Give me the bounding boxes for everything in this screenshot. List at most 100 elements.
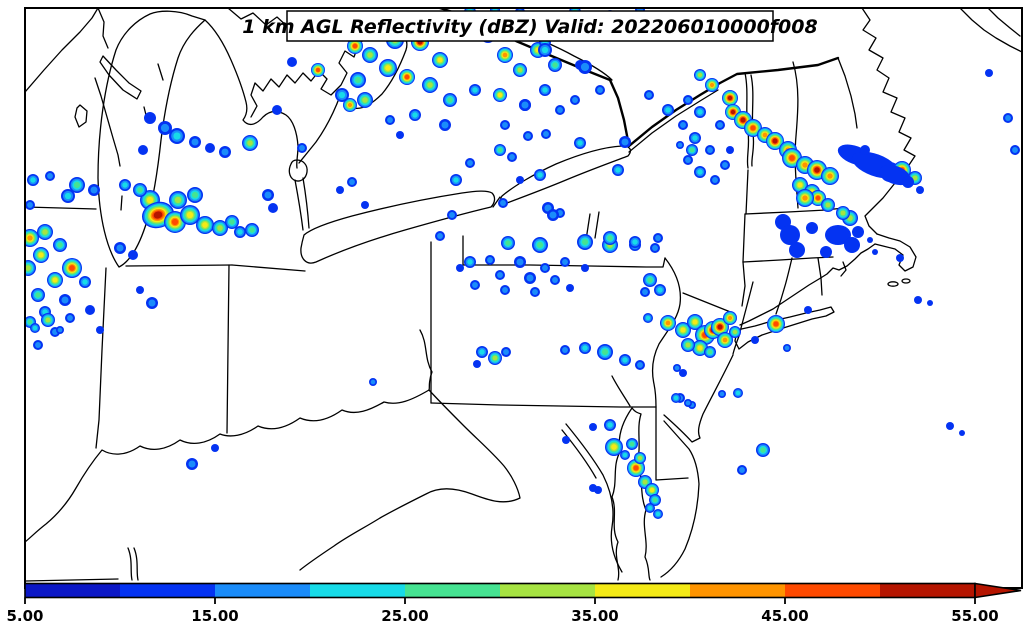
storm-cell-ring bbox=[632, 239, 638, 245]
storm-cell-ring bbox=[685, 157, 691, 163]
storm-cell bbox=[516, 176, 524, 184]
colorbar-extend-arrow bbox=[974, 582, 1022, 599]
storm-cell bbox=[720, 160, 730, 170]
storm-cell-ring bbox=[860, 145, 870, 155]
colorbar-tick-label: 5.00 bbox=[6, 607, 43, 625]
storm-cell bbox=[146, 297, 158, 309]
storm-cell-ring bbox=[622, 357, 628, 363]
potomac-river bbox=[561, 423, 623, 573]
storm-cell bbox=[683, 95, 693, 105]
colorbar-tick-label: 55.00 bbox=[951, 607, 998, 625]
storm-cell-ring bbox=[645, 315, 651, 321]
storm-cell-ring bbox=[637, 362, 643, 368]
storm-cell bbox=[59, 294, 71, 306]
storm-cell bbox=[687, 314, 703, 330]
storm-cell-ring bbox=[581, 238, 589, 246]
storm-cell bbox=[136, 286, 144, 294]
storm-cell bbox=[501, 236, 515, 250]
storm-cell bbox=[447, 210, 457, 220]
storm-cell-ring bbox=[621, 138, 629, 146]
storm-cell bbox=[550, 275, 560, 285]
storm-cell bbox=[369, 378, 377, 386]
storm-cell-ring bbox=[825, 225, 851, 245]
storm-cell bbox=[723, 311, 737, 325]
storm-cell-ring bbox=[52, 277, 58, 283]
storm-cell-ring bbox=[719, 391, 725, 397]
storm-cell-ring bbox=[287, 57, 297, 67]
storm-cell bbox=[311, 63, 325, 77]
storm-cell-ring bbox=[680, 327, 686, 333]
narragansett-bay bbox=[840, 261, 847, 277]
storm-cell bbox=[189, 136, 201, 148]
storm-cell-ring bbox=[552, 62, 558, 68]
storm-cell bbox=[789, 242, 805, 258]
storm-cell-ring bbox=[27, 235, 33, 241]
storm-cell bbox=[495, 270, 505, 280]
storm-cell bbox=[488, 351, 502, 365]
storm-cell-ring bbox=[601, 348, 609, 356]
storm-cell bbox=[37, 224, 53, 240]
storm-cell bbox=[507, 152, 517, 162]
ct-ny-border bbox=[741, 261, 746, 307]
storm-cell bbox=[519, 99, 531, 111]
storm-cell bbox=[493, 88, 507, 102]
storm-cell bbox=[347, 38, 363, 54]
storm-cell-ring bbox=[665, 107, 671, 113]
storm-cell-ring bbox=[148, 299, 156, 307]
storm-cell bbox=[343, 98, 357, 112]
colorbar-segment bbox=[25, 583, 121, 598]
storm-cell-ring bbox=[347, 102, 353, 108]
storm-cell-ring bbox=[914, 296, 922, 304]
ma-south-border bbox=[742, 256, 834, 263]
storm-cell bbox=[469, 84, 481, 96]
storm-cell bbox=[578, 60, 592, 74]
green-bay-shore bbox=[94, 77, 121, 167]
storm-cell-ring bbox=[191, 138, 199, 146]
storm-cell bbox=[541, 129, 551, 139]
storm-cell-ring bbox=[137, 187, 143, 193]
storm-cell-ring bbox=[517, 67, 523, 73]
storm-cell-ring bbox=[467, 160, 473, 166]
storm-cell bbox=[119, 179, 131, 191]
storm-cell bbox=[523, 131, 533, 141]
storm-cell-ring bbox=[503, 349, 509, 355]
storm-cell bbox=[644, 90, 654, 100]
storm-cell bbox=[56, 326, 64, 334]
storm-cell-ring bbox=[146, 196, 154, 204]
storm-cell-ring bbox=[447, 97, 453, 103]
storm-cell bbox=[726, 146, 734, 154]
storm-cell-ring bbox=[902, 176, 914, 188]
new-brunswick-coast bbox=[960, 9, 1021, 53]
storm-cell bbox=[946, 422, 954, 430]
storm-cell-ring bbox=[646, 92, 652, 98]
storm-cell bbox=[673, 364, 681, 372]
storm-cell-ring bbox=[685, 400, 691, 406]
storm-cell bbox=[718, 390, 726, 398]
storm-cell-ring bbox=[581, 264, 589, 272]
nh-me-border bbox=[837, 57, 858, 129]
storm-cell bbox=[645, 503, 655, 513]
storm-cell-ring bbox=[820, 246, 832, 258]
storm-cell-ring bbox=[580, 62, 590, 72]
small-river bbox=[127, 547, 139, 581]
storm-cell bbox=[681, 338, 695, 352]
storm-cell bbox=[783, 344, 791, 352]
storm-cell bbox=[562, 436, 570, 444]
storm-cell-ring bbox=[637, 455, 643, 461]
storm-cell bbox=[694, 166, 706, 178]
storm-cell bbox=[603, 231, 617, 245]
storm-cell bbox=[640, 287, 650, 297]
storm-cell bbox=[465, 158, 475, 168]
storm-cell bbox=[737, 465, 747, 475]
storm-cell-ring bbox=[784, 345, 790, 351]
storm-cell bbox=[650, 243, 660, 253]
storm-cell-ring bbox=[479, 349, 485, 355]
nj-coast bbox=[663, 354, 734, 443]
storm-cell-ring bbox=[229, 219, 235, 225]
storm-cell bbox=[88, 184, 100, 196]
storm-cell-ring bbox=[82, 279, 88, 285]
storm-cell-ring bbox=[680, 122, 686, 128]
ohio-river bbox=[26, 389, 430, 543]
storm-cell bbox=[780, 225, 800, 245]
storm-cell-ring bbox=[336, 186, 344, 194]
